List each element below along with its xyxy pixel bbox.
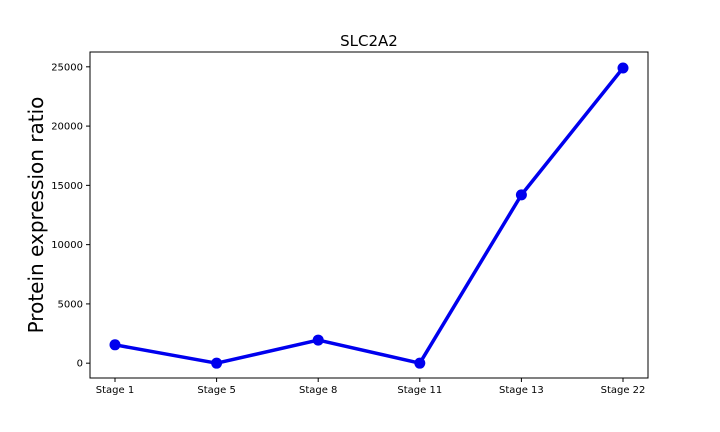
y-tick-label: 20000 <box>51 122 83 133</box>
y-tick-label: 10000 <box>51 240 83 251</box>
x-axis: Stage 1 Stage 5 Stage 8 Stage 11 Stage 13 Sta… <box>96 378 646 396</box>
x-tick-label: Stage 22 <box>601 385 646 396</box>
data-point <box>211 357 223 369</box>
y-tick-label: 25000 <box>51 62 83 73</box>
y-axis: 0 5000 10000 15000 20000 25000 <box>51 62 90 370</box>
y-axis-label: Protein expression ratio <box>24 97 48 334</box>
series-line <box>113 66 625 365</box>
x-tick-label: Stage 5 <box>197 385 235 396</box>
y-tick-label: 15000 <box>51 181 83 192</box>
x-tick-label: Stage 8 <box>299 385 337 396</box>
data-point <box>414 357 426 369</box>
data-point <box>515 189 527 201</box>
data-point <box>617 62 629 74</box>
x-tick-label: Stage 11 <box>397 385 442 396</box>
x-tick-label: Stage 1 <box>96 385 134 396</box>
plot-frame <box>89 51 649 379</box>
y-tick-label: 0 <box>77 359 83 370</box>
chart-title: SLC2A2 <box>340 32 398 50</box>
x-tick-label: Stage 13 <box>499 385 544 396</box>
data-point <box>109 339 121 351</box>
y-tick-label: 5000 <box>58 299 83 310</box>
data-point <box>312 334 324 346</box>
series-layer <box>109 62 629 369</box>
plot-background <box>90 52 648 378</box>
